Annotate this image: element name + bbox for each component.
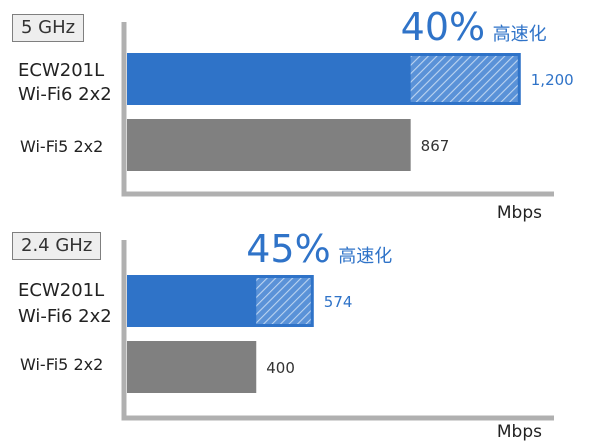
headline-text: 高速化 [338,246,392,267]
category-label: Wi-Fi6 2x2 [18,84,112,105]
band-label: 5 GHz [12,14,85,42]
category-label: Wi-Fi5 2x2 [20,137,103,156]
axis-line [121,240,554,421]
headline-percent: 45% [246,227,330,271]
x-axis-label: Mbps [497,203,542,223]
category-label: Wi-Fi6 2x2 [18,306,112,327]
bar-increment [410,56,518,102]
headline-percent: 40% [401,5,485,49]
headline-text: 高速化 [493,24,547,45]
bar [127,341,257,393]
chart-24ghz-svg: 574 ECW201L Wi-Fi6 2x2 400 Wi-Fi5 2x2 45% 高速化 M… [18,227,554,442]
chart-24ghz: 2.4 GHz 574 ECW201L Wi-Fi6 2x2 400 Wi-Fi5 2x… [0,222,590,443]
bar [127,119,411,171]
category-label: ECW201L [18,60,104,81]
value-label: 400 [266,359,295,377]
value-label: 574 [324,293,353,311]
category-label: Wi-Fi5 2x2 [20,355,103,374]
value-label: 1,200 [531,71,574,89]
bar-increment [256,278,311,324]
chart-5ghz: 5 GHz 1,200 ECW201L Wi-Fi6 2x2 867 Wi-Fi5 2x… [12,5,574,223]
x-axis-label: Mbps [497,422,542,442]
category-label: ECW201L [18,280,104,301]
axis-line [121,22,554,197]
chart-5ghz-svg: 1,200 ECW201L Wi-Fi6 2x2 867 Wi-Fi5 2x2 40% 高速… [18,5,574,223]
band-label: 2.4 GHz [12,232,102,260]
value-label: 867 [421,137,450,155]
